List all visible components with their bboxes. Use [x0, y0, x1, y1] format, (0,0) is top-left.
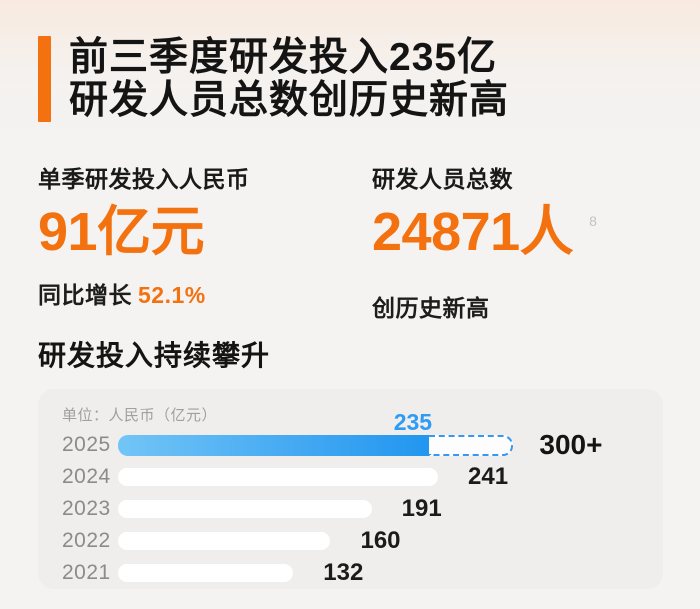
stat-note-highlight: 52.1% [138, 282, 206, 308]
stat-label: 单季研发投入人民币 [38, 166, 250, 192]
projection-value-label: 300+ [539, 429, 603, 460]
year-label: 2023 [62, 497, 111, 520]
bar [118, 564, 294, 582]
accent-bar [38, 36, 51, 122]
bar-value: 132 [323, 559, 364, 586]
chart-section-title: 研发投入持续攀升 [38, 340, 271, 371]
page-title-line2: 研发人员总数创历史新高 [69, 79, 510, 122]
year-label: 2021 [62, 561, 111, 584]
stat-value-number: 24871人 [372, 202, 574, 262]
chart-unit-label: 单位：人民币（亿元） [62, 407, 218, 424]
bar [118, 500, 372, 518]
stat-value: 91亿元 [38, 202, 205, 262]
bar-value: 191 [401, 495, 442, 522]
stat-note-prefix: 同比增长 [38, 282, 132, 308]
chart-row-2023: 2023 191 [62, 495, 663, 522]
page-title-line1: 前三季度研发投入235亿 [69, 36, 498, 79]
stat-note: 创历史新高 [372, 295, 490, 321]
chart-card: 单位：人民币（亿元） 2025 235 300+ 2024 241 2023 191 2022… [38, 389, 663, 589]
year-label: 2024 [62, 465, 111, 488]
bar [118, 468, 439, 486]
header: 前三季度研发投入235亿 研发人员总数创历史新高 [38, 36, 509, 122]
bar-current [118, 434, 431, 456]
stat-value: 24871人 8 [372, 202, 670, 275]
chart-row-2024: 2024 241 [62, 463, 663, 490]
chart-row-2022: 2022 160 [62, 527, 663, 554]
stats-row: 单季研发投入人民币 91亿元 同比增长 52.1% 研发人员总数 24871人 8 … [38, 160, 670, 323]
chart-row-2021: 2021 132 [62, 559, 663, 586]
stat-rd-investment: 单季研发投入人民币 91亿元 同比增长 52.1% [38, 160, 372, 323]
bar-chart: 2025 235 300+ 2024 241 2023 191 2022 160 2021 132 [62, 409, 663, 586]
bar-value: 160 [360, 527, 401, 554]
bar-projection [429, 434, 514, 456]
stat-label: 研发人员总数 [372, 166, 513, 192]
bar [118, 532, 331, 550]
page-title: 前三季度研发投入235亿 研发人员总数创历史新高 [69, 36, 509, 122]
year-label: 2025 [62, 433, 111, 456]
year-label: 2022 [62, 529, 111, 552]
highlight-value-label: 235 [393, 409, 433, 435]
stat-footnote-marker: 8 [589, 213, 597, 229]
stat-note: 同比增长 52.1% [38, 276, 372, 310]
bar-value: 241 [468, 463, 509, 490]
chart-row-2025: 2025 235 300+ [62, 409, 663, 460]
stat-rd-headcount: 研发人员总数 24871人 8 创历史新高 [372, 160, 670, 323]
